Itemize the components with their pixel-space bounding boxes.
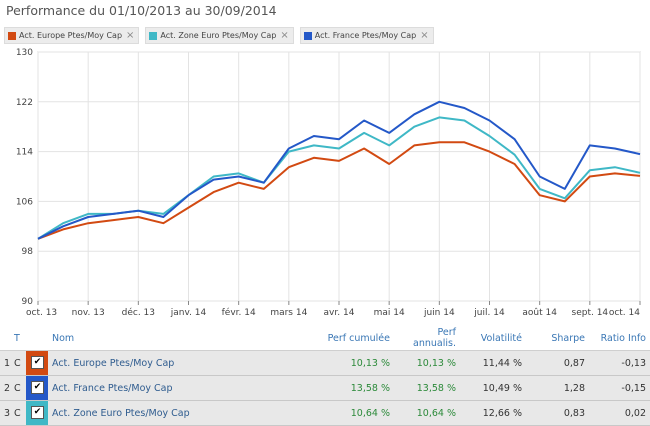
row-volatilite: 12,66 % (482, 408, 522, 419)
header-name[interactable]: Nom (52, 333, 75, 344)
row-color-cell: ✔ (26, 401, 48, 425)
x-tick-label: avr. 14 (324, 308, 355, 318)
header-perf-annualis-1[interactable]: Perf (437, 327, 457, 338)
legend-item-france[interactable]: Act. France Ptes/Moy Cap × (299, 27, 434, 44)
row-perf-cumulee: 13,58 % (350, 383, 390, 394)
row-checkbox[interactable]: ✔ (31, 406, 44, 419)
legend-item-europe[interactable]: Act. Europe Ptes/Moy Cap × (4, 27, 140, 44)
x-tick-label: févr. 14 (222, 307, 256, 318)
legend-item-zone-euro[interactable]: Act. Zone Euro Ptes/Moy Cap × (145, 27, 294, 44)
close-icon[interactable]: × (126, 29, 135, 41)
performance-table: T Nom Perf cumulée Perf annualis. Volati… (0, 326, 650, 426)
row-index: 1 (4, 358, 11, 369)
row-perf-cumulee: 10,13 % (350, 358, 390, 369)
x-tick-label: nov. 13 (72, 308, 105, 318)
row-type: C (14, 358, 21, 369)
line-chart: 90 98 106 114 122 130 oct. 13 nov. 13 déc. 13 jan… (16, 48, 641, 318)
row-name[interactable]: Act. France Ptes/Moy Cap (52, 383, 173, 394)
row-ratio-info: 0,02 (624, 408, 646, 419)
x-tick-label: août 14 (522, 308, 557, 318)
table-row[interactable]: 2 C ✔ Act. France Ptes/Moy Cap 13,58 % 13,58 … (0, 376, 650, 401)
legend-swatch-europe (8, 31, 16, 40)
header-perf-cumulee[interactable]: Perf cumulée (327, 333, 390, 344)
header-perf-annualis-2[interactable]: annualis. (413, 338, 456, 349)
row-ratio-info: -0,15 (621, 383, 646, 394)
row-perf-annualisee: 10,13 % (416, 358, 456, 369)
header-sharpe[interactable]: Sharpe (551, 333, 585, 344)
row-perf-cumulee: 10,64 % (350, 408, 390, 419)
row-name[interactable]: Act. Europe Ptes/Moy Cap (52, 358, 175, 369)
row-volatilite: 11,44 % (482, 358, 522, 369)
chart-title: Performance du 01/10/2013 au 30/09/2014 (6, 3, 277, 18)
series-line-2 (37, 100, 641, 240)
legend-swatch-zone-euro (149, 31, 158, 40)
legend-label-zone-euro: Act. Zone Euro Ptes/Moy Cap (160, 31, 277, 40)
row-sharpe: 1,28 (563, 383, 585, 394)
legend-label-france: Act. France Ptes/Moy Cap (314, 31, 417, 40)
y-tick-label: 106 (16, 197, 33, 207)
y-tick-label: 114 (16, 148, 33, 158)
header-ratio-info[interactable]: Ratio Info (600, 333, 646, 344)
row-checkbox[interactable]: ✔ (31, 381, 44, 394)
y-tick-label: 90 (22, 297, 34, 307)
row-index: 3 (4, 408, 11, 419)
x-tick-label: mars 14 (270, 308, 307, 318)
row-type: C (14, 408, 21, 419)
row-type: C (14, 383, 21, 394)
row-ratio-info: -0,13 (621, 358, 646, 369)
x-tick-label: déc. 13 (122, 307, 155, 318)
row-perf-annualisee: 13,58 % (416, 383, 456, 394)
close-icon[interactable]: × (280, 29, 289, 41)
table-header: T Nom Perf cumulée Perf annualis. Volati… (0, 326, 650, 351)
x-tick-label: juin 14 (423, 308, 455, 318)
x-tick-label: oct. 13 (26, 308, 57, 318)
x-tick-label: janv. 14 (170, 308, 207, 318)
header-volatilite[interactable]: Volatilité (480, 333, 522, 344)
series-line-0 (37, 141, 641, 240)
close-icon[interactable]: × (420, 29, 429, 41)
row-sharpe: 0,87 (563, 358, 585, 369)
row-index: 2 (4, 383, 11, 394)
table-row[interactable]: 3 C ✔ Act. Zone Euro Ptes/Moy Cap 10,64 % 10,… (0, 401, 650, 426)
row-sharpe: 0,83 (563, 408, 585, 419)
table-row[interactable]: 1 C ✔ Act. Europe Ptes/Moy Cap 10,13 % 10,13 … (0, 351, 650, 376)
row-perf-annualisee: 10,64 % (416, 408, 456, 419)
row-volatilite: 10,49 % (482, 383, 522, 394)
x-tick-label: oct. 14 (609, 308, 640, 318)
row-checkbox[interactable]: ✔ (31, 356, 44, 369)
header-t: T (14, 333, 20, 344)
x-tick-label: juil. 14 (473, 308, 505, 318)
row-name[interactable]: Act. Zone Euro Ptes/Moy Cap (52, 408, 190, 419)
row-color-cell: ✔ (26, 376, 48, 400)
y-tick-label: 98 (22, 247, 34, 257)
row-color-cell: ✔ (26, 351, 48, 375)
legend-swatch-france (303, 31, 312, 40)
x-tick-label: sept. 14 (572, 308, 609, 318)
legend-label-europe: Act. Europe Ptes/Moy Cap (19, 31, 123, 40)
y-tick-label: 122 (16, 98, 33, 108)
x-tick-label: mai 14 (374, 308, 405, 318)
y-tick-label: 130 (16, 48, 33, 58)
legend: Act. Europe Ptes/Moy Cap × Act. Zone Eur… (4, 27, 434, 44)
